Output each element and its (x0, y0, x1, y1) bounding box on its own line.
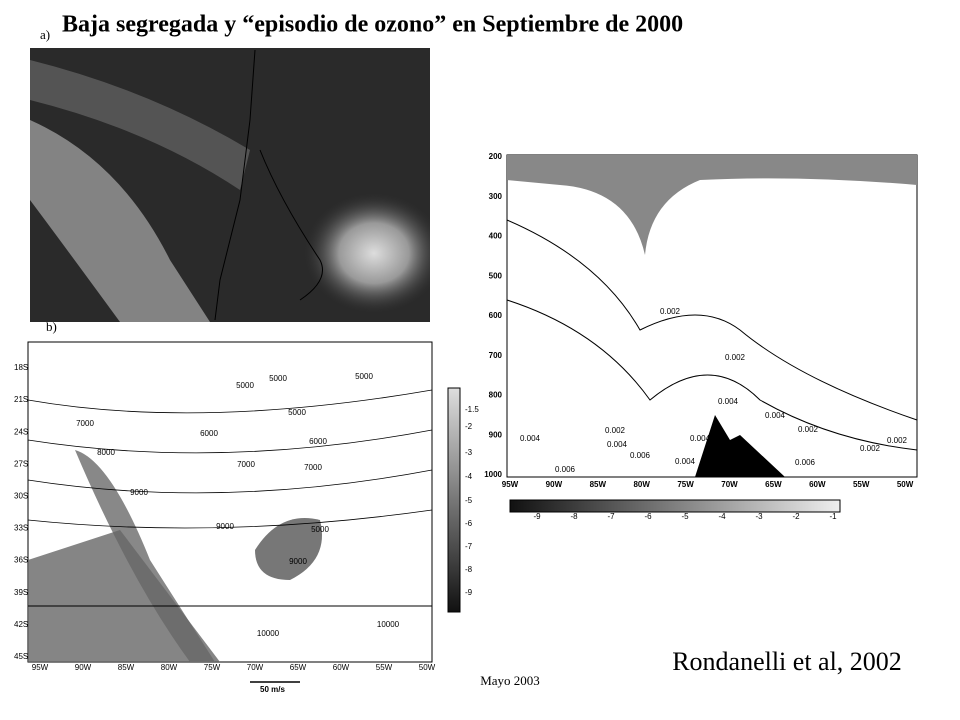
lon-label: 65W (765, 480, 782, 489)
colorbar-label: -4 (465, 472, 473, 481)
lon-label: 60W (333, 663, 350, 672)
contour-label: 5000 (288, 408, 306, 417)
contour-label: 0.004 (765, 411, 786, 420)
contour-label: 0.004 (718, 397, 739, 406)
lat-label: 33S (14, 524, 28, 533)
pressure-label: 1000 (484, 470, 502, 479)
contour-label: 9000 (130, 488, 148, 497)
contour-label: 6000 (200, 429, 218, 438)
wind-map (27, 341, 461, 683)
pressure-label: 300 (489, 192, 503, 201)
scale-label: 50 m/s (260, 685, 285, 694)
lat-label: 18S (14, 363, 28, 372)
colorbar-label: -4 (718, 512, 726, 521)
colorbar-label: -8 (465, 565, 473, 574)
lon-label: 75W (677, 480, 694, 489)
lat-label: 42S (14, 620, 28, 629)
contour-label: 5000 (355, 372, 373, 381)
lon-label: 70W (247, 663, 264, 672)
contour-label: 7000 (304, 463, 322, 472)
pressure-label: 700 (489, 351, 503, 360)
contour-label: 10000 (257, 629, 280, 638)
lon-label: 55W (376, 663, 393, 672)
contour-label: 0.006 (555, 465, 576, 474)
colorbar-label: -2 (465, 422, 473, 431)
contour-label: 0.004 (690, 434, 711, 443)
contour-label: 0.006 (795, 458, 816, 467)
lon-label: 50W (419, 663, 436, 672)
pressure-label: 500 (489, 271, 503, 280)
lon-label: 55W (853, 480, 870, 489)
lon-label: 75W (204, 663, 221, 672)
contour-label: 0.006 (630, 451, 651, 460)
lat-label: 30S (14, 492, 28, 501)
contour-label: 0.002 (605, 426, 626, 435)
lon-label: 95W (502, 480, 519, 489)
contour-label: 0.004 (607, 440, 628, 449)
contour-label: 9000 (289, 557, 307, 566)
lon-label: 95W (32, 663, 49, 672)
contour-label: 7000 (237, 460, 255, 469)
contour-label: 0.002 (860, 444, 881, 453)
contour-label: 0.004 (520, 434, 541, 443)
contour-label: 7000 (76, 419, 94, 428)
panel-label: b) (46, 319, 57, 334)
colorbar-label: -3 (465, 448, 473, 457)
pressure-label: 600 (489, 311, 503, 320)
contour-label: 0.002 (798, 425, 819, 434)
pressure-label: 200 (489, 152, 503, 161)
colorbar-label: -6 (465, 519, 473, 528)
lon-label: 60W (809, 480, 826, 489)
lat-label: 39S (14, 588, 28, 597)
lat-label: 45S (14, 652, 28, 661)
colorbar-label: -9 (533, 512, 541, 521)
contour-label: 0.002 (725, 353, 746, 362)
colorbar-label: -6 (644, 512, 652, 521)
contour-label: 5000 (311, 525, 329, 534)
colorbar-label: -2 (792, 512, 800, 521)
lat-label: 24S (14, 427, 28, 436)
lon-label: 80W (633, 480, 650, 489)
colorbar-label: -8 (570, 512, 578, 521)
colorbar-label: -1 (829, 512, 837, 521)
citation: Rondanelli et al, 2002 (672, 647, 902, 676)
colorbar-label: -1.5 (465, 405, 479, 414)
colorbar-label: -9 (465, 588, 473, 597)
lon-label: 85W (590, 480, 607, 489)
contour-label: 8000 (97, 448, 115, 457)
contour-label: 5000 (269, 374, 287, 383)
pressure-label: 900 (489, 430, 503, 439)
contour-label: 10000 (377, 620, 400, 629)
contour-label: 0.002 (887, 436, 908, 445)
lon-label: 90W (75, 663, 92, 672)
lon-label: 80W (161, 663, 178, 672)
lon-label: 90W (546, 480, 563, 489)
contour-label: 0.002 (660, 307, 681, 316)
contour-label: 5000 (236, 381, 254, 390)
lon-label: 70W (721, 480, 738, 489)
lon-label: 85W (118, 663, 135, 672)
lon-label: 50W (897, 480, 914, 489)
colorbar-label: -3 (755, 512, 763, 521)
panel-label: a) (40, 27, 50, 42)
colorbar-label: -5 (465, 496, 473, 505)
pressure-label: 800 (489, 391, 503, 400)
lat-label: 21S (14, 395, 28, 404)
colorbar-label: -7 (607, 512, 615, 521)
contour-label: 9000 (216, 522, 234, 531)
satellite-image (30, 48, 430, 322)
lat-label: 36S (14, 556, 28, 565)
cross-section (506, 154, 918, 513)
colorbar-label: -5 (681, 512, 689, 521)
colorbar-label: -7 (465, 542, 473, 551)
contour-label: 0.004 (675, 457, 696, 466)
lon-label: 65W (290, 663, 307, 672)
date: Mayo 2003 (480, 673, 540, 688)
title: Baja segregada y “episodio de ozono” en … (62, 12, 683, 38)
lat-label: 27S (14, 459, 28, 468)
pressure-label: 400 (489, 232, 503, 241)
contour-label: 6000 (309, 437, 327, 446)
